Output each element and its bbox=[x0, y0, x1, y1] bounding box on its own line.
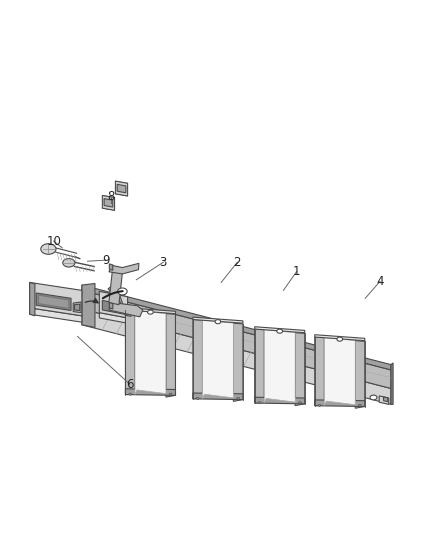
Text: 6: 6 bbox=[126, 378, 134, 391]
Polygon shape bbox=[384, 397, 388, 402]
Polygon shape bbox=[202, 320, 233, 399]
Ellipse shape bbox=[370, 395, 377, 400]
Polygon shape bbox=[315, 335, 365, 341]
Polygon shape bbox=[193, 319, 202, 399]
Polygon shape bbox=[391, 363, 393, 405]
Polygon shape bbox=[264, 329, 295, 403]
Polygon shape bbox=[99, 292, 127, 318]
Ellipse shape bbox=[359, 404, 361, 406]
Polygon shape bbox=[135, 311, 166, 394]
Polygon shape bbox=[193, 393, 243, 400]
Polygon shape bbox=[30, 282, 35, 316]
Text: 1: 1 bbox=[293, 265, 300, 278]
Text: 8: 8 bbox=[107, 190, 115, 203]
Ellipse shape bbox=[258, 401, 261, 403]
Ellipse shape bbox=[337, 337, 343, 341]
Ellipse shape bbox=[148, 310, 153, 314]
Ellipse shape bbox=[63, 259, 75, 267]
Polygon shape bbox=[254, 329, 264, 403]
Polygon shape bbox=[109, 271, 122, 305]
Polygon shape bbox=[36, 293, 71, 311]
Ellipse shape bbox=[345, 390, 354, 396]
Polygon shape bbox=[254, 327, 305, 333]
Polygon shape bbox=[74, 304, 80, 311]
Text: 4: 4 bbox=[376, 275, 384, 288]
Polygon shape bbox=[109, 263, 139, 274]
Polygon shape bbox=[109, 303, 143, 317]
Polygon shape bbox=[110, 303, 113, 309]
Polygon shape bbox=[125, 310, 135, 394]
Polygon shape bbox=[355, 341, 365, 408]
Polygon shape bbox=[125, 308, 176, 313]
Ellipse shape bbox=[299, 401, 301, 403]
Polygon shape bbox=[324, 337, 355, 406]
Ellipse shape bbox=[117, 288, 127, 295]
Polygon shape bbox=[315, 400, 365, 407]
Polygon shape bbox=[82, 285, 391, 370]
Text: 2: 2 bbox=[233, 256, 241, 269]
Polygon shape bbox=[82, 290, 391, 389]
Polygon shape bbox=[73, 302, 81, 313]
Ellipse shape bbox=[129, 393, 132, 395]
Polygon shape bbox=[117, 184, 126, 193]
Ellipse shape bbox=[196, 397, 199, 399]
Polygon shape bbox=[193, 317, 243, 323]
Polygon shape bbox=[116, 181, 127, 196]
Ellipse shape bbox=[215, 320, 221, 324]
Polygon shape bbox=[125, 389, 176, 395]
Ellipse shape bbox=[41, 244, 56, 254]
Polygon shape bbox=[30, 282, 82, 316]
Polygon shape bbox=[82, 309, 391, 405]
Polygon shape bbox=[108, 287, 127, 314]
Text: 10: 10 bbox=[46, 235, 61, 247]
Polygon shape bbox=[125, 310, 131, 317]
Polygon shape bbox=[315, 337, 324, 406]
Polygon shape bbox=[82, 284, 95, 327]
Polygon shape bbox=[110, 264, 113, 270]
Polygon shape bbox=[233, 323, 243, 401]
Polygon shape bbox=[30, 308, 82, 322]
Polygon shape bbox=[104, 199, 113, 207]
Ellipse shape bbox=[277, 329, 283, 333]
Ellipse shape bbox=[237, 397, 240, 399]
Polygon shape bbox=[102, 301, 124, 314]
Polygon shape bbox=[39, 295, 69, 309]
Ellipse shape bbox=[169, 393, 172, 395]
Polygon shape bbox=[166, 313, 176, 397]
Polygon shape bbox=[99, 313, 127, 323]
Text: 3: 3 bbox=[159, 256, 167, 269]
Text: 9: 9 bbox=[102, 254, 110, 266]
Polygon shape bbox=[295, 333, 305, 406]
Polygon shape bbox=[102, 196, 115, 211]
Polygon shape bbox=[254, 397, 305, 404]
Polygon shape bbox=[379, 396, 389, 405]
Ellipse shape bbox=[318, 404, 321, 406]
